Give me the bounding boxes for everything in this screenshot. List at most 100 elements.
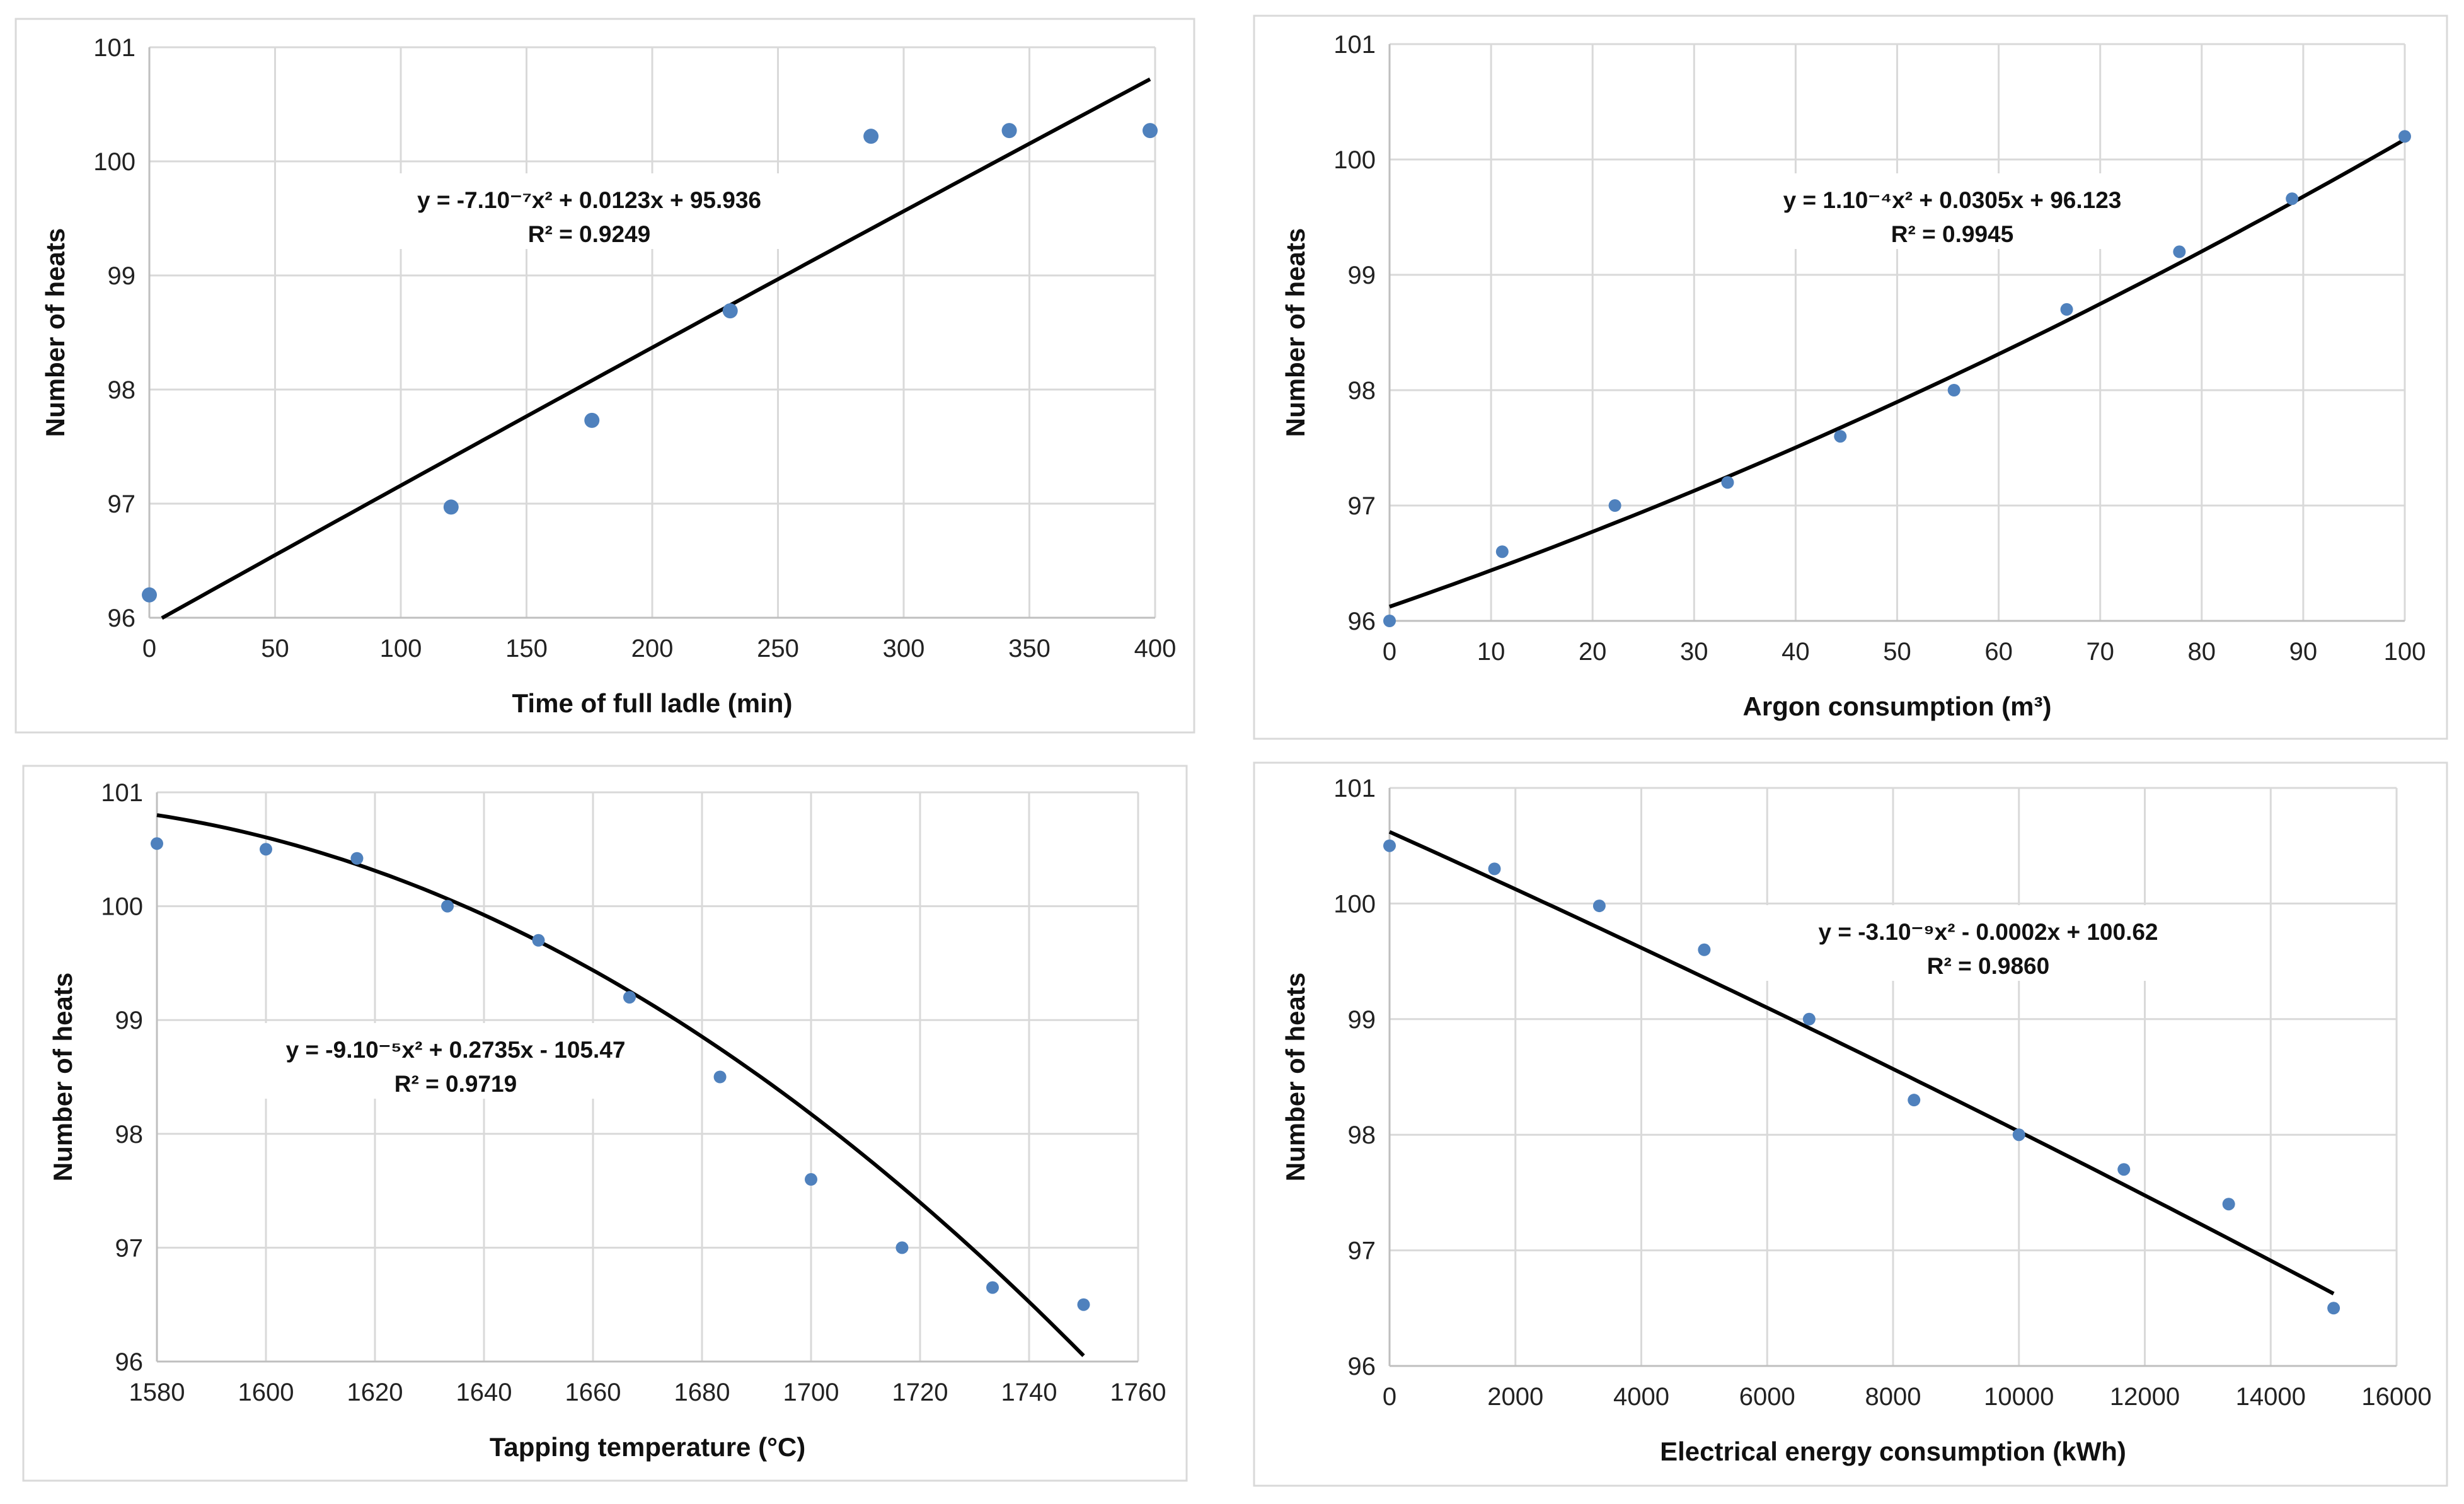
x-tick-label: 80	[2188, 638, 2216, 666]
x-tick-label: 8000	[1865, 1383, 1921, 1411]
y-tick-label: 96	[1348, 1353, 1376, 1380]
y-tick-label: 99	[115, 1007, 144, 1034]
data-point	[1143, 123, 1158, 139]
data-point	[805, 1173, 817, 1186]
data-point	[1608, 499, 1621, 512]
data-point	[623, 991, 636, 1004]
x-tick-label: 100	[2384, 638, 2426, 666]
x-tick-label: 150	[505, 635, 548, 662]
x-tick-label: 0	[1383, 638, 1396, 666]
data-point	[1077, 1298, 1090, 1311]
trendline-label-background	[362, 173, 816, 249]
chart-4: 0 2000 4000 6000 8000 10000 12000 14000 16000 96 9…	[1253, 761, 2448, 1487]
x-tick-label: 12000	[2110, 1383, 2180, 1411]
x-tick-label: 10	[1477, 638, 1505, 666]
x-tick-label: 1620	[347, 1379, 403, 1406]
trendline-label-background	[1761, 905, 2215, 981]
y-tick-label: 99	[1348, 1006, 1376, 1034]
y-tick-label: 101	[93, 34, 135, 62]
data-point	[584, 412, 600, 428]
chart-2: 0 10 20 30 40 50 60 70 80 90 100 96 97 98 99 100 101 y = …	[1253, 14, 2448, 740]
data-point	[260, 843, 272, 856]
data-point	[1908, 1094, 1921, 1107]
x-tick-label: 60	[1984, 638, 2013, 666]
data-point	[2117, 1163, 2131, 1176]
trendline-label-background	[229, 1023, 682, 1099]
x-tick-label: 50	[261, 635, 289, 662]
y-axis-title: Number of heats	[1281, 973, 1310, 1181]
data-point	[1495, 545, 1509, 558]
x-tick-label: 14000	[2236, 1383, 2306, 1411]
trendline-r2: R² = 0.9860	[1927, 953, 2049, 979]
data-point	[1802, 1012, 1816, 1026]
x-axis-title: Tapping temperature (°C)	[490, 1432, 805, 1462]
y-tick-label: 97	[1348, 492, 1376, 520]
x-tick-label: 1680	[674, 1379, 730, 1406]
x-tick-label: 30	[1680, 638, 1708, 666]
trendline-r2: R² = 0.9945	[1891, 221, 2013, 247]
y-axis-title: Number of heats	[40, 228, 70, 437]
chart-frame	[1253, 761, 2448, 1487]
chart-3: 1580 1600 1620 1640 1660 1680 1700 1720 1740 1760…	[22, 765, 1188, 1482]
data-point	[142, 587, 157, 603]
data-point	[532, 934, 545, 947]
x-tick-label: 1640	[456, 1379, 512, 1406]
data-point	[1383, 615, 1396, 627]
y-tick-label: 98	[1348, 377, 1376, 405]
data-point	[895, 1241, 909, 1254]
y-tick-label: 101	[101, 779, 143, 807]
data-point	[1834, 430, 1847, 443]
x-tick-label: 300	[883, 635, 925, 662]
x-tick-label: 4000	[1613, 1383, 1669, 1411]
x-tick-label: 10000	[1984, 1383, 2054, 1411]
x-tick-label: 1660	[565, 1379, 621, 1406]
y-tick-label: 96	[115, 1348, 144, 1376]
y-tick-label: 96	[108, 604, 136, 632]
chart-frame	[1253, 14, 2448, 740]
x-tick-label: 200	[631, 635, 674, 662]
trendline-equation: y = -9.10⁻⁵x² + 0.2735x - 105.47	[286, 1037, 626, 1063]
x-tick-label: 1700	[783, 1379, 839, 1406]
y-tick-label: 98	[108, 376, 136, 404]
y-tick-label: 98	[115, 1121, 144, 1148]
y-tick-label: 97	[115, 1234, 144, 1262]
data-point	[2286, 192, 2299, 205]
data-point	[1488, 862, 1501, 876]
x-tick-label: 0	[142, 635, 156, 662]
data-point	[441, 900, 454, 913]
data-point	[1698, 943, 1711, 956]
y-tick-label: 98	[1348, 1121, 1376, 1149]
x-tick-label: 20	[1579, 638, 1607, 666]
x-tick-label: 1600	[238, 1379, 294, 1406]
x-tick-label: 1580	[129, 1379, 185, 1406]
trendline	[161, 77, 1151, 620]
x-tick-label: 1720	[892, 1379, 948, 1406]
data-point	[863, 129, 879, 144]
y-tick-label: 100	[1333, 146, 1376, 174]
trendline	[156, 813, 1085, 1357]
trendline	[1389, 137, 2406, 609]
y-tick-label: 100	[1333, 890, 1376, 918]
chart-1: 0 50 100 150 200 250 300 350 400 96 97 98 99 100 101 y …	[14, 18, 1195, 734]
trendline-equation: y = -7.10⁻⁷x² + 0.0123x + 95.936	[417, 187, 761, 213]
y-tick-label: 97	[108, 490, 136, 518]
trendline	[1388, 830, 2335, 1295]
trendline-equation: y = -3.10⁻⁹x² - 0.0002x + 100.62	[1818, 919, 2158, 945]
y-axis-title: Number of heats	[1281, 228, 1310, 437]
y-tick-label: 96	[1348, 608, 1376, 635]
data-point	[2060, 303, 2073, 316]
trendline-equation: y = 1.10⁻⁴x² + 0.0305x + 96.123	[1783, 187, 2122, 213]
chart-frame	[14, 18, 1195, 734]
x-axis-title: Electrical energy consumption (kWh)	[1660, 1437, 2126, 1466]
y-tick-label: 101	[1333, 31, 1376, 59]
data-point	[722, 303, 738, 319]
x-tick-label: 50	[1883, 638, 1911, 666]
y-tick-label: 99	[108, 262, 136, 290]
trendline-label-background	[1725, 173, 2179, 249]
data-point	[151, 837, 163, 850]
x-tick-label: 40	[1782, 638, 1810, 666]
data-point	[1947, 384, 1960, 396]
data-point	[1721, 476, 1734, 489]
data-point	[443, 499, 459, 515]
